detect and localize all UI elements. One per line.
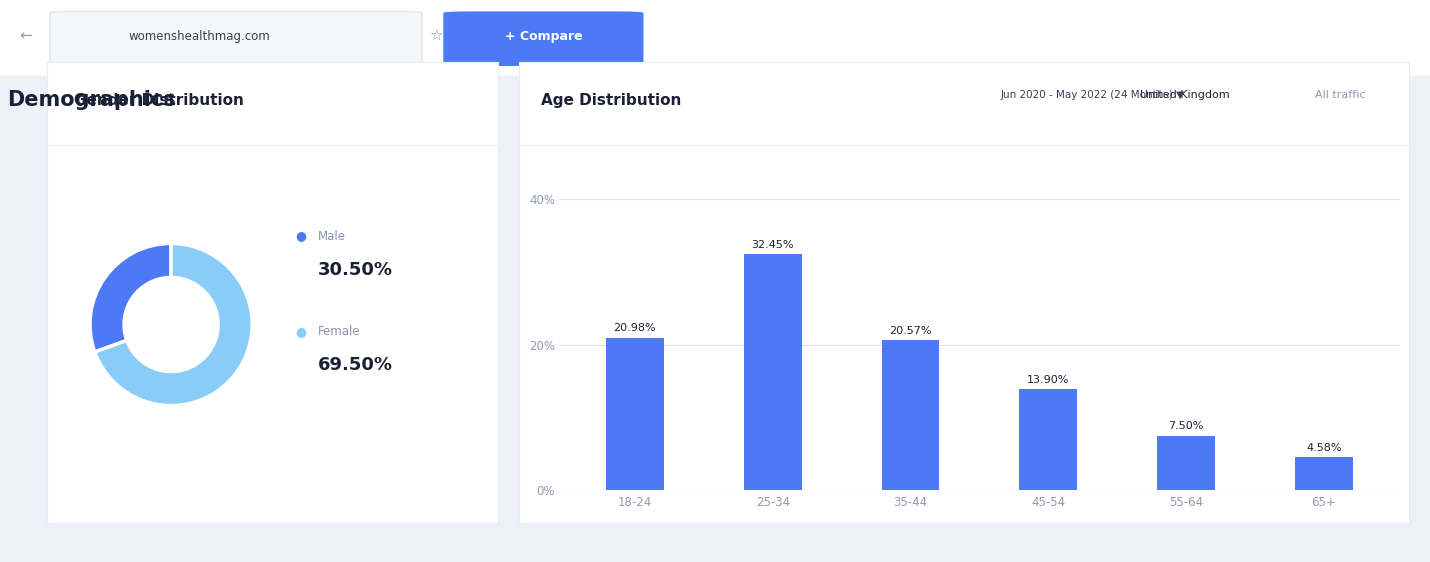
Text: Demographics: Demographics xyxy=(7,90,176,110)
Text: 4.58%: 4.58% xyxy=(1306,443,1341,452)
Text: ●: ● xyxy=(295,229,306,243)
Text: + Compare: + Compare xyxy=(505,30,582,43)
FancyBboxPatch shape xyxy=(50,11,422,66)
Bar xyxy=(606,338,664,491)
Text: United Kingdom: United Kingdom xyxy=(1140,90,1230,100)
Text: 69.50%: 69.50% xyxy=(317,356,393,374)
Text: ☆: ☆ xyxy=(429,29,443,44)
Text: 32.45%: 32.45% xyxy=(751,239,794,250)
Text: Jun 2020 - May 2022 (24 Months) ▼: Jun 2020 - May 2022 (24 Months) ▼ xyxy=(1001,90,1185,100)
Bar xyxy=(1157,436,1216,491)
Text: 20.98%: 20.98% xyxy=(613,323,656,333)
Text: womenshealthmag.com: womenshealthmag.com xyxy=(129,30,270,43)
Text: ←: ← xyxy=(20,29,31,44)
Text: 13.90%: 13.90% xyxy=(1027,375,1070,385)
Bar xyxy=(744,254,802,491)
Text: All traffic: All traffic xyxy=(1316,90,1366,100)
Text: 20.57%: 20.57% xyxy=(889,326,932,336)
Text: Gender Distribution: Gender Distribution xyxy=(74,93,245,108)
Bar xyxy=(1020,389,1077,491)
FancyBboxPatch shape xyxy=(443,11,644,66)
Text: ●: ● xyxy=(295,325,306,338)
Text: Male: Male xyxy=(317,229,346,243)
Wedge shape xyxy=(90,243,172,352)
Text: Female: Female xyxy=(317,325,360,338)
Bar xyxy=(1296,457,1353,491)
Bar xyxy=(881,341,940,491)
Wedge shape xyxy=(94,243,252,406)
Text: Age Distribution: Age Distribution xyxy=(542,93,682,108)
Text: 30.50%: 30.50% xyxy=(317,261,393,279)
Text: 7.50%: 7.50% xyxy=(1168,422,1204,432)
